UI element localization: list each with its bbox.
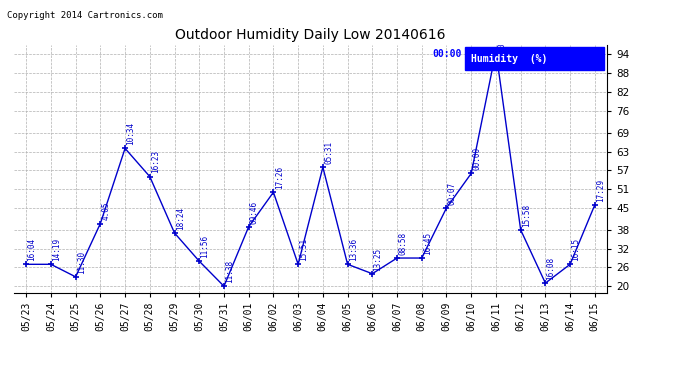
Text: 16:23: 16:23	[151, 150, 160, 174]
Text: 10:34: 10:34	[126, 122, 135, 145]
Text: 16:04: 16:04	[28, 238, 37, 261]
Text: 00:00: 00:00	[473, 147, 482, 170]
Text: 05:31: 05:31	[324, 141, 333, 164]
Text: Humidity  (%): Humidity (%)	[471, 54, 547, 64]
Text: Copyright 2014 Cartronics.com: Copyright 2014 Cartronics.com	[7, 11, 163, 20]
Text: 00:07: 00:07	[448, 182, 457, 205]
Text: 13:36: 13:36	[349, 238, 358, 261]
Text: 16:15: 16:15	[571, 238, 580, 261]
Text: 09:46: 09:46	[250, 201, 259, 223]
Text: 13:25: 13:25	[373, 248, 382, 271]
Text: 11:56: 11:56	[201, 235, 210, 258]
Text: 15:58: 15:58	[522, 204, 531, 227]
Text: 17:26: 17:26	[275, 166, 284, 189]
Text: 16:08: 16:08	[546, 257, 555, 280]
Text: 11:30: 11:30	[77, 251, 86, 274]
Bar	[465, 48, 604, 70]
Title: Outdoor Humidity Daily Low 20140616: Outdoor Humidity Daily Low 20140616	[175, 28, 446, 42]
Text: 16:45: 16:45	[423, 232, 432, 255]
Text: 00:00: 00:00	[497, 25, 506, 48]
Text: 15:51: 15:51	[299, 238, 308, 261]
Text: 14:19: 14:19	[52, 238, 61, 261]
Text: 4:05: 4:05	[101, 202, 110, 220]
Text: 11:38: 11:38	[225, 260, 234, 283]
Text: 17:29: 17:29	[596, 178, 605, 202]
Text: 00:00: 00:00	[433, 49, 462, 59]
Text: 08:58: 08:58	[398, 232, 407, 255]
Text: 18:24: 18:24	[176, 207, 185, 230]
